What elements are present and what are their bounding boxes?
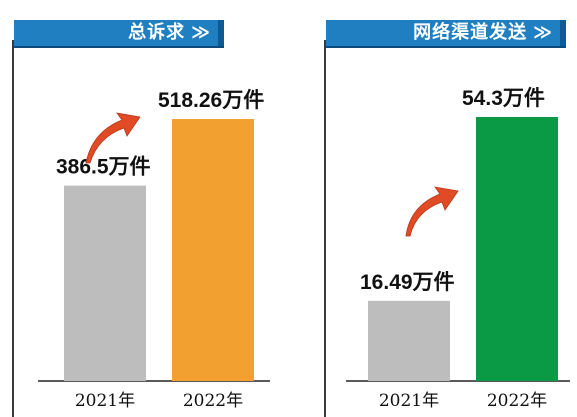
chart-header-online: 网络渠道发送 ≫	[326, 20, 566, 46]
value-label: 518.26万件	[158, 89, 264, 112]
trend-arrow-icon	[85, 112, 141, 164]
value-label: 16.49万件	[360, 271, 455, 294]
chart-title: 网络渠道发送	[413, 22, 528, 43]
panel-divider-right	[324, 40, 326, 417]
value-label: 386.5万件	[56, 156, 151, 179]
x-tick-label: 2022年	[487, 391, 547, 411]
chart-panel-total: 总诉求 ≫ 386.5万件 2021年 518.26万件 2022年	[0, 0, 288, 417]
trend-arrow-icon	[405, 186, 459, 237]
bar-2021年	[64, 185, 146, 381]
value-label: 54.3万件	[462, 87, 545, 110]
chevron-right-icon: ≫	[533, 22, 552, 43]
bar-chart-total: 386.5万件 2021年 518.26万件 2022年	[38, 89, 270, 411]
chevron-right-icon: ≫	[191, 22, 210, 43]
chart-title: 总诉求	[128, 22, 186, 43]
x-tick-label: 2022年	[183, 391, 243, 411]
x-tick-label: 2021年	[379, 391, 439, 411]
chart-header-total: 总诉求 ≫	[14, 20, 224, 46]
bars-group: 386.5万件 2021年 518.26万件 2022年	[56, 89, 264, 411]
bar-2022年	[172, 119, 254, 381]
bar-2021年	[368, 300, 450, 381]
bar-2022年	[476, 117, 558, 381]
bar-chart-online: 16.49万件 2021年 54.3万件 2022年	[346, 87, 570, 411]
bars-group: 16.49万件 2021年 54.3万件 2022年	[360, 87, 558, 411]
panel-divider-left	[12, 40, 14, 417]
x-tick-label: 2021年	[75, 391, 135, 411]
chart-panel-online: 网络渠道发送 ≫ 16.49万件 2021年 54.3万件 2022年	[288, 0, 577, 417]
